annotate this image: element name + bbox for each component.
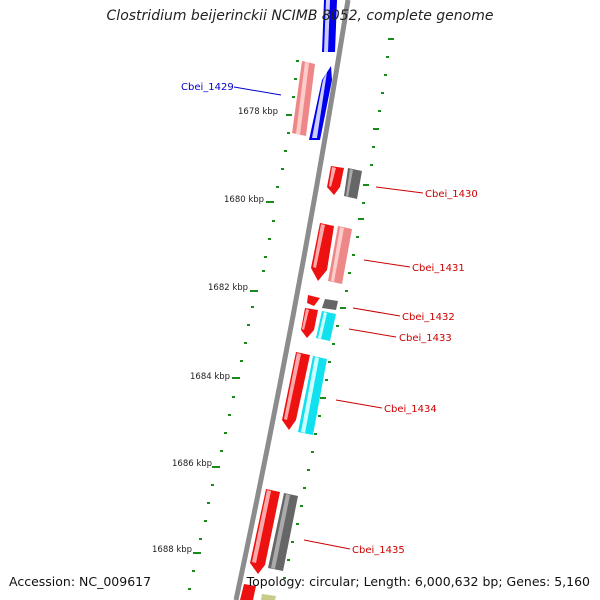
gene-label-cbei-1431[interactable]: Cbei_1431 [412, 263, 465, 274]
gene-label-cbei-1435[interactable]: Cbei_1435 [352, 545, 405, 556]
scale-label-1684: 1684 kbp [190, 372, 230, 382]
genome-summary-text: Topology: circular; Length: 6,000,632 bp… [246, 574, 590, 589]
scale-label-1686: 1686 kbp [172, 459, 212, 469]
gene-label-cbei-1429[interactable]: Cbei_1429 [181, 82, 234, 93]
scale-label-1678: 1678 kbp [238, 107, 278, 117]
scale-label-1688: 1688 kbp [152, 545, 192, 555]
gene-feature-bottom-red[interactable] [240, 584, 256, 600]
map-title: Clostridium beijerinckii NCIMB 8052, com… [106, 8, 494, 24]
gene-feature-1431-red[interactable] [311, 223, 334, 281]
scale-label-1680: 1680 kbp [224, 195, 264, 205]
label-leader-lines [233, 86, 424, 550]
gene-label-cbei-1433[interactable]: Cbei_1433 [399, 333, 452, 344]
gene-feature-1432-gray[interactable] [322, 299, 338, 310]
outer-scale-ticks [283, 38, 394, 579]
scale-label-1682: 1682 kbp [208, 283, 248, 293]
gene-label-cbei-1430[interactable]: Cbei_1430 [425, 189, 478, 200]
gene-feature-1432-red[interactable] [307, 295, 320, 306]
gene-feature-bottom-olive[interactable] [261, 594, 276, 600]
inner-scale-ticks [188, 60, 299, 590]
gene-feature-1430-red[interactable] [327, 166, 344, 195]
gene-label-cbei-1432[interactable]: Cbei_1432 [402, 312, 455, 323]
gene-features [240, 0, 362, 600]
genome-backbone [233, 0, 351, 600]
gene-label-cbei-1434[interactable]: Cbei_1434 [384, 404, 437, 415]
accession-text: Accession: NC_009617 [9, 574, 152, 589]
